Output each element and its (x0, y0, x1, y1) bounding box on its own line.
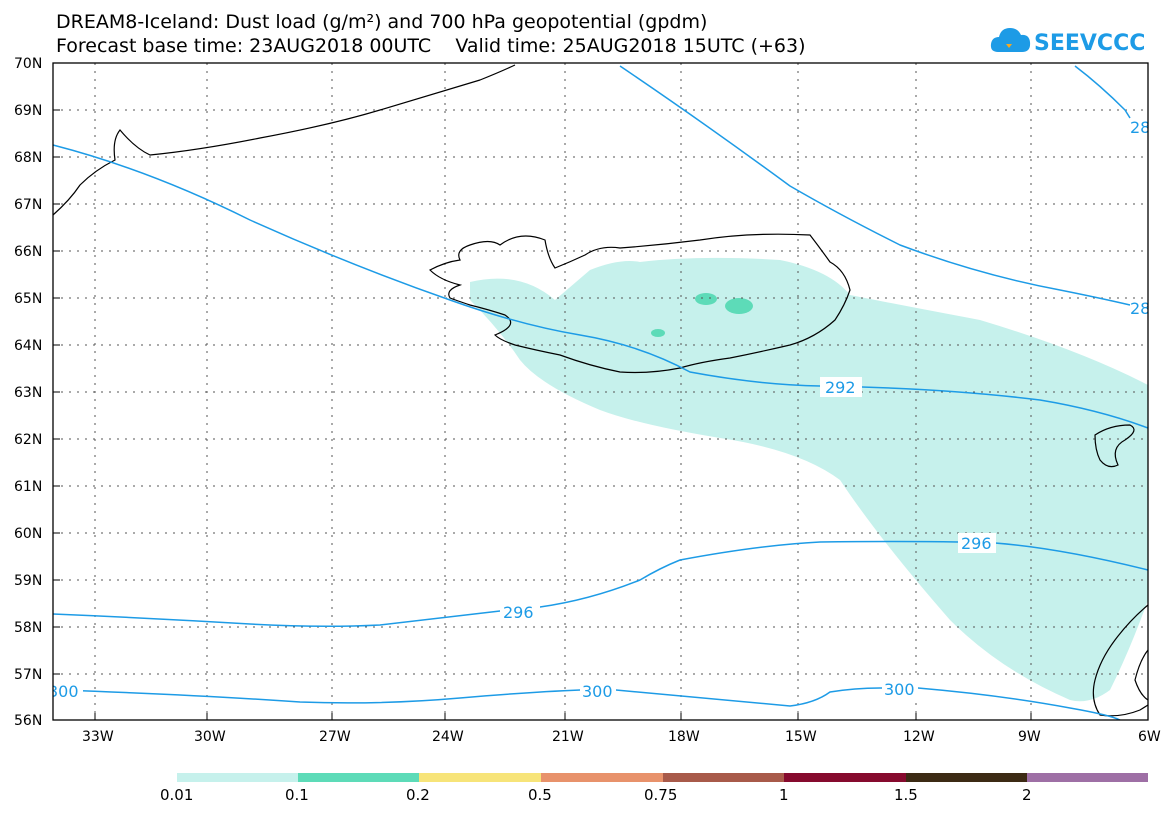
lat-label: 60N (14, 526, 42, 542)
contour-label-300: 300 (884, 680, 915, 699)
lat-label: 59N (14, 573, 42, 589)
cloud-icon: SEEVCCC (990, 28, 1145, 56)
lat-label: 63N (14, 385, 42, 401)
colorbar-swatch (177, 773, 298, 782)
colorbar-swatch (784, 773, 906, 782)
lat-label: 64N (14, 338, 42, 354)
lon-label: 15W (785, 729, 817, 745)
colorbar-label: 1 (779, 786, 789, 804)
lon-label: 12W (903, 729, 935, 745)
map-title: DREAM8-Iceland: Dust load (g/m²) and 700… (56, 11, 708, 33)
contour-label-288: 28 (1130, 299, 1150, 318)
lon-label: 18W (668, 729, 700, 745)
colorbar-label: 0.75 (644, 786, 677, 804)
colorbar-label: 0.01 (160, 786, 193, 804)
lon-label: 9W (1018, 729, 1041, 745)
colorbar-swatch (419, 773, 541, 782)
contour-292 (52, 144, 1149, 429)
lon-label: 24W (432, 729, 464, 745)
colorbar-label: 1.5 (894, 786, 918, 804)
lon-label: 6W (1138, 729, 1161, 745)
contour-300 (59, 687, 1121, 721)
lon-label: 33W (82, 729, 114, 745)
colorbar-label: 0.1 (285, 786, 309, 804)
dust-area-mid (725, 298, 753, 314)
colorbar-swatch (906, 773, 1027, 782)
logo-text: SEEVCCC (1034, 31, 1145, 56)
graticule (53, 63, 1148, 720)
lat-label: 57N (14, 667, 42, 683)
map-subtitle: Forecast base time: 23AUG2018 00UTC Vali… (56, 35, 806, 57)
lon-label: 21W (552, 729, 584, 745)
axis-ticks (53, 62, 1032, 721)
contour-label-296: 296 (503, 603, 534, 622)
contour-labels: 292 296 296 300 300 300 28 28 (48, 118, 1150, 701)
colorbar-label: 0.2 (406, 786, 430, 804)
colorbar-swatch (298, 773, 419, 782)
dust-area-mid (695, 293, 717, 305)
coastline (52, 64, 1149, 717)
lat-label: 70N (14, 56, 42, 72)
longitude-labels: 33W 30W 27W 24W 21W 18W 15W 12W 9W 6W (82, 729, 1161, 745)
lat-label: 68N (14, 150, 42, 166)
contour-label-296: 296 (961, 534, 992, 553)
contour-288-north-b (1074, 65, 1131, 119)
lat-label: 56N (14, 713, 42, 729)
colorbar-swatch (541, 773, 663, 782)
lat-label: 62N (14, 432, 42, 448)
dust-area-low (470, 257, 1148, 702)
contour-label-300: 300 (48, 682, 79, 701)
latitude-labels: 70N 69N 68N 67N 66N 65N 64N 63N 62N 61N … (14, 56, 42, 729)
contour-296-south (52, 540, 1149, 628)
seevccc-logo: SEEVCCC (990, 22, 1150, 58)
geopotential-contours (52, 65, 1149, 721)
colorbar-label: 2 (1022, 786, 1032, 804)
contour-288-north-a (619, 65, 1131, 306)
lat-label: 58N (14, 620, 42, 636)
colorbar-swatch (1027, 773, 1148, 782)
dust-area-mid (651, 329, 665, 337)
lat-label: 69N (14, 103, 42, 119)
colorbar-swatch (663, 773, 784, 782)
lat-label: 66N (14, 244, 42, 260)
lat-label: 67N (14, 197, 42, 213)
contour-label-288: 28 (1130, 118, 1150, 137)
contour-label-300: 300 (582, 682, 613, 701)
colorbar-label: 0.5 (528, 786, 552, 804)
lon-label: 30W (194, 729, 226, 745)
colorbar: 0.01 0.1 0.2 0.5 0.75 1 1.5 2 (160, 773, 1148, 804)
lon-label: 27W (319, 729, 351, 745)
contour-label-292: 292 (825, 378, 856, 397)
lat-label: 61N (14, 479, 42, 495)
lat-label: 65N (14, 291, 42, 307)
